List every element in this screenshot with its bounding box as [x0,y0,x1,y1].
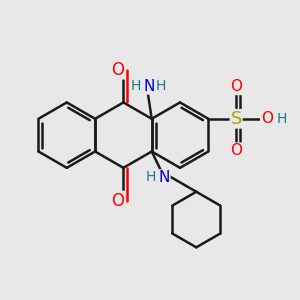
Text: N: N [143,79,154,94]
Text: O: O [112,191,124,209]
Text: O: O [261,111,273,126]
Text: S: S [230,110,242,128]
Text: O: O [230,143,242,158]
Text: O: O [112,61,124,79]
Text: H: H [131,80,141,93]
Text: O: O [230,80,242,94]
Text: H: H [276,112,287,126]
Text: H: H [146,170,156,184]
Text: N: N [158,170,170,185]
Text: H: H [155,80,166,93]
